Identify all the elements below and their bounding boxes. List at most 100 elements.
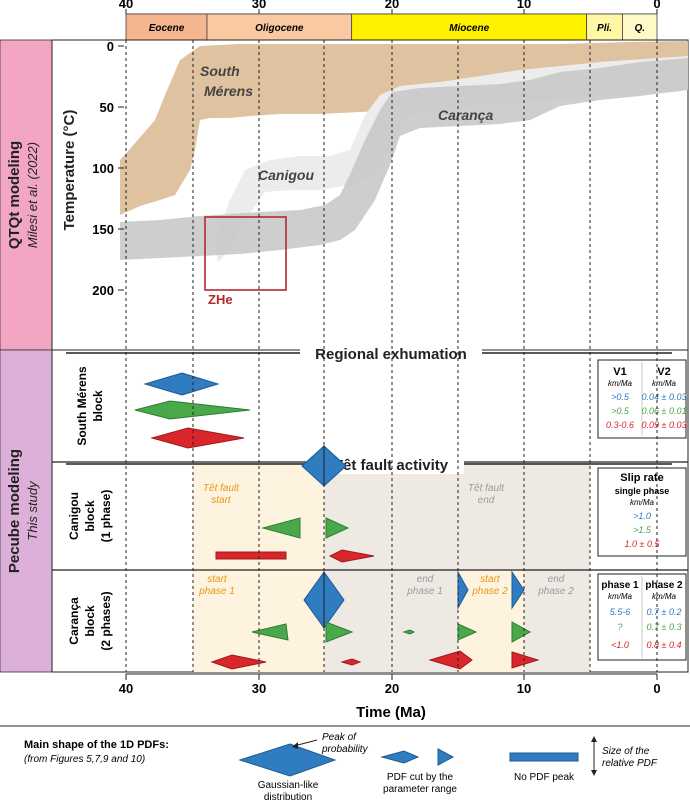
end-phase1-label-2: phase 1 <box>406 586 443 597</box>
legend-gaussian-2: distribution <box>264 792 312 801</box>
end-phase2-label-2: phase 2 <box>537 586 574 597</box>
bottom-tick-10: 10 <box>517 681 531 696</box>
qtqt-panel: ZHe South Mérens Canigou Carança Tempera… <box>51 39 689 351</box>
merens-label: Mérens <box>204 83 253 99</box>
epoch-bar: Eocene Oligocene Miocene Pli. Q. <box>125 13 658 41</box>
temperature-axis: 0 50 100 150 200 <box>92 39 124 298</box>
tet-start-label-2: start <box>211 495 232 506</box>
legend-title: Main shape of the 1D PDFs: <box>24 739 169 751</box>
canigou-slip-table: Slip rate single phase km/Ma >1.0 >1.5 1… <box>597 467 687 557</box>
canigou-green-pdf-right <box>325 517 350 539</box>
caranca-block-label-1: Carança <box>67 597 81 645</box>
epoch-q-label: Q. <box>634 23 645 34</box>
zhe-label: ZHe <box>208 292 233 307</box>
legend: Main shape of the 1D PDFs: (from Figures… <box>0 725 690 801</box>
epoch-q-box <box>622 13 658 41</box>
bottom-tick-30: 30 <box>252 681 266 696</box>
pecube-side-panel <box>0 349 53 673</box>
south-v1-blue: >0.5 <box>611 392 630 402</box>
zhe-window <box>204 216 287 291</box>
top-tick-10: 10 <box>517 0 531 11</box>
tet-end-label-1: Têt fault <box>468 483 505 494</box>
epoch-miocene-box <box>351 13 588 41</box>
caranca-block-label-2: block <box>83 605 97 637</box>
tet-start-label-1: Têt fault <box>203 483 240 494</box>
caranca-label: Carança <box>438 107 493 123</box>
start-phase2-label-2: phase 2 <box>471 586 508 597</box>
canigou-block-label-2: block <box>83 500 97 532</box>
south-red-pdf <box>150 427 245 449</box>
canigou-slip-red: 1.0 ± 0.5 <box>625 539 661 549</box>
south-v2-blue: 0.04 ± 0.03 <box>642 392 687 402</box>
legend-cut-2: parameter range <box>383 784 457 795</box>
caranca-col1-header: phase 1 <box>601 580 639 591</box>
y-tick-150: 150 <box>92 222 114 237</box>
bottom-tick-20: 20 <box>385 681 399 696</box>
caranca-green-pdf-p2a <box>457 623 478 641</box>
legend-cut-1: PDF cut by the <box>387 772 454 783</box>
caranca-blue-pdf-p2b <box>511 570 525 610</box>
temperature-axis-label: Temperature (°C) <box>61 110 78 231</box>
south-v2-green: 0.06 ± 0.01 <box>642 406 687 416</box>
epoch-pli-label: Pli. <box>597 23 612 34</box>
legend-cut-shape-1 <box>380 750 420 764</box>
south-block-label-2: block <box>91 390 105 422</box>
epoch-miocene-label: Miocene <box>449 23 489 34</box>
caranca-red-pdf-1 <box>210 654 267 670</box>
qtqt-side-panel <box>0 39 53 351</box>
top-axis: 40 30 20 10 0 <box>119 0 661 15</box>
caranca-p1-red: <1.0 <box>611 640 629 650</box>
qtqt-side-subtitle: Milesi et al. (2022) <box>25 142 40 248</box>
epoch-oligocene-label: Oligocene <box>255 23 304 34</box>
south-col1-header: V1 <box>613 366 626 378</box>
tet-fault-quiet-zone <box>324 462 590 672</box>
caranca-p2-green: 0.7 ± 0.3 <box>647 622 682 632</box>
pecube-side-subtitle: This study <box>25 480 40 541</box>
caranca-red-pdf-2 <box>340 658 362 666</box>
bottom-axis: 40 30 20 10 0 Time (Ma) <box>119 673 661 721</box>
canigou-block-label-3: (1 phase) <box>99 490 113 543</box>
south-label: South <box>200 63 240 79</box>
bottom-tick-40: 40 <box>119 681 133 696</box>
start-phase2-label-1: start <box>480 574 501 585</box>
caranca-blue-pdf-p2a <box>457 570 469 610</box>
canigou-red-no-peak <box>215 551 287 560</box>
legend-subtitle: (from Figures 5,7,9 and 10) <box>24 754 145 765</box>
south-green-pdf <box>134 400 251 420</box>
end-phase2-label-1: end <box>548 574 565 585</box>
caranca-phase-table: phase 1 phase 2 km/Ma km/Ma 5.5-6 ? <1.0… <box>597 573 687 661</box>
top-tick-30: 30 <box>252 0 266 11</box>
caranca-p1-green: ? <box>617 622 622 632</box>
canigou-table-unit: km/Ma <box>630 498 655 507</box>
time-axis-label: Time (Ma) <box>356 704 426 721</box>
legend-cut-shape-2 <box>437 748 455 766</box>
canigou-slip-green: >1.5 <box>633 525 652 535</box>
south-v1-red: 0.3-0.6 <box>606 420 634 430</box>
y-tick-0: 0 <box>107 39 114 54</box>
south-v1-green: >0.5 <box>611 406 630 416</box>
caranca-p2-blue: 0.7 ± 0.2 <box>647 607 682 617</box>
top-tick-40: 40 <box>119 0 133 11</box>
pecube-side-title: Pecube modeling <box>6 449 23 573</box>
south-col1-unit: km/Ma <box>608 379 633 388</box>
caranca-p1-blue: 5.5-6 <box>610 607 631 617</box>
caranca-band <box>120 58 688 260</box>
caranca-red-pdf-3 <box>428 650 473 670</box>
caranca-green-pdf-small <box>402 629 416 635</box>
y-tick-50: 50 <box>100 100 114 115</box>
start-phase1-label-2: phase 1 <box>198 586 235 597</box>
south-v2-red: 0.09 ± 0.03 <box>642 420 687 430</box>
south-blue-pdf <box>143 372 220 396</box>
legend-peak-2: probability <box>321 744 369 755</box>
regional-exhumation-heading: Regional exhumation <box>315 346 467 363</box>
canigou-green-pdf-left <box>261 517 301 539</box>
legend-gaussian-1: Gaussian-like <box>258 780 319 791</box>
caranca-red-pdf-4 <box>511 651 540 669</box>
caranca-p2-red: 0.8 ± 0.4 <box>647 640 682 650</box>
bottom-tick-0: 0 <box>653 681 660 696</box>
tet-end-label-2: end <box>478 495 495 506</box>
legend-size-1: Size of the <box>602 746 650 757</box>
canigou-table-title: Slip rate <box>620 472 663 484</box>
legend-gaussian-shape <box>238 743 337 777</box>
